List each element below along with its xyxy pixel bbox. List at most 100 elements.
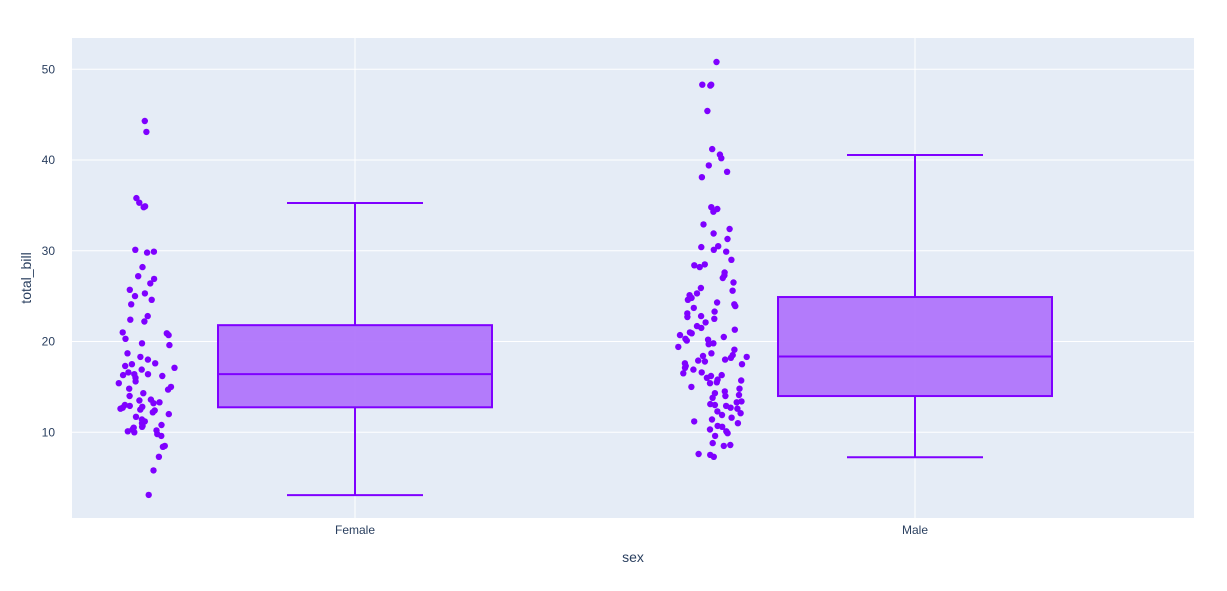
data-point <box>119 329 126 336</box>
data-point <box>124 428 131 435</box>
data-point <box>709 394 716 401</box>
data-point <box>734 420 742 427</box>
data-point <box>726 225 733 233</box>
data-point <box>138 423 146 430</box>
data-point <box>126 385 133 392</box>
data-point <box>733 399 740 406</box>
data-point <box>700 221 707 228</box>
data-point <box>705 162 712 169</box>
data-point <box>155 453 163 460</box>
data-point <box>735 391 743 399</box>
data-point <box>704 107 711 115</box>
data-point <box>715 243 722 250</box>
data-point <box>165 331 172 339</box>
jitter-points <box>115 58 750 499</box>
data-point <box>150 400 157 407</box>
data-point <box>137 406 144 413</box>
data-point <box>141 117 148 125</box>
data-point <box>720 333 727 341</box>
data-point <box>145 491 152 499</box>
data-point <box>688 330 695 337</box>
data-point <box>131 429 138 436</box>
data-point <box>710 453 717 460</box>
data-point <box>159 443 167 450</box>
data-point <box>727 441 734 449</box>
y-tick-label: 50 <box>42 62 56 76</box>
y-tick-label: 40 <box>42 153 56 167</box>
data-point <box>718 155 725 162</box>
data-point <box>705 341 712 348</box>
data-point <box>681 364 689 371</box>
data-point <box>132 378 139 385</box>
data-point <box>730 279 737 286</box>
data-point <box>143 128 150 136</box>
data-point <box>714 408 721 415</box>
data-point <box>148 296 155 303</box>
data-point <box>680 370 687 377</box>
y-tick-label: 20 <box>42 335 56 349</box>
data-point <box>718 371 725 379</box>
data-point <box>684 313 691 321</box>
data-point <box>683 337 690 344</box>
data-point <box>150 248 158 255</box>
data-point <box>127 316 134 323</box>
data-point <box>125 369 132 376</box>
data-point <box>711 401 719 409</box>
data-point <box>115 380 123 387</box>
data-point <box>702 319 709 326</box>
y-tick-label: 10 <box>42 425 56 439</box>
data-point <box>691 418 698 425</box>
data-point <box>131 292 139 300</box>
data-point <box>693 290 701 297</box>
data-point <box>119 371 127 379</box>
data-point <box>695 450 702 458</box>
data-point <box>165 410 172 418</box>
data-point <box>690 304 697 312</box>
data-point <box>137 353 144 361</box>
data-point <box>117 405 124 412</box>
data-point <box>711 315 718 322</box>
data-point <box>159 372 166 380</box>
data-point <box>736 385 743 392</box>
box-female[interactable] <box>217 202 493 497</box>
data-point <box>144 371 152 378</box>
data-point <box>727 404 734 411</box>
data-point <box>719 423 726 430</box>
data-point <box>710 208 717 215</box>
data-point <box>128 361 136 368</box>
data-point <box>691 262 698 269</box>
data-point <box>698 243 705 251</box>
x-axis-ticks: Female Male <box>335 523 928 537</box>
box-male[interactable] <box>777 154 1053 459</box>
data-point <box>708 350 715 357</box>
data-point <box>721 356 729 363</box>
data-point <box>698 174 706 181</box>
data-point <box>713 299 721 306</box>
data-point <box>708 416 716 423</box>
data-point <box>147 280 154 287</box>
data-point <box>701 261 708 268</box>
data-point <box>728 414 735 421</box>
data-point <box>709 145 716 153</box>
data-point <box>718 411 726 419</box>
data-point <box>141 318 148 325</box>
data-point <box>690 366 697 373</box>
data-point <box>688 383 695 391</box>
data-point <box>156 399 163 406</box>
data-point <box>136 199 143 206</box>
data-point <box>171 364 178 371</box>
data-point <box>731 326 738 333</box>
data-point <box>141 203 149 210</box>
data-point <box>727 354 735 361</box>
data-point <box>158 421 165 429</box>
data-point <box>140 390 147 397</box>
data-point <box>141 290 149 297</box>
data-point <box>738 361 746 368</box>
data-point <box>697 312 705 320</box>
data-point <box>699 81 706 88</box>
data-point <box>124 350 131 357</box>
data-point <box>696 263 703 271</box>
data-point <box>138 340 146 347</box>
data-point <box>722 392 729 400</box>
